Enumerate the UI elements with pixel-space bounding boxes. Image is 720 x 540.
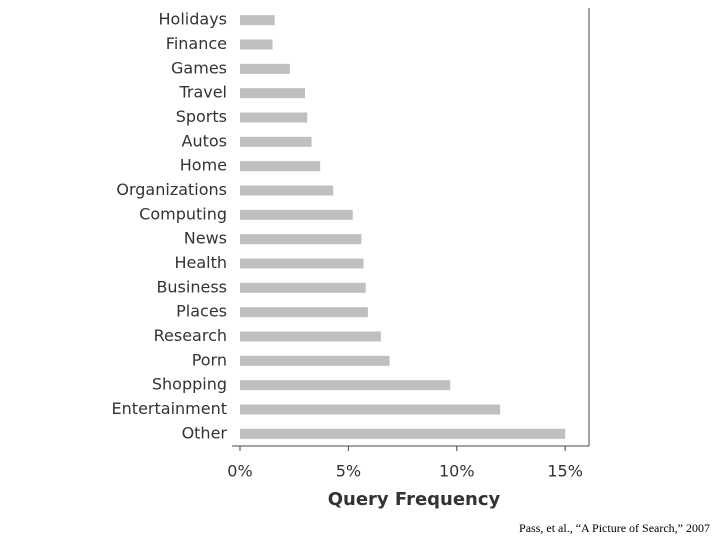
footer: Pass, et al., “A Picture of Search,” 200… — [519, 521, 710, 535]
bar — [240, 63, 290, 74]
bar — [240, 282, 366, 293]
y-tick-label: Porn — [192, 350, 227, 369]
y-tick-label: Home — [180, 156, 227, 175]
bar — [240, 258, 364, 269]
bar — [240, 15, 275, 26]
y-tick-label: Games — [171, 58, 227, 77]
bar — [240, 185, 334, 196]
x-tick-label: 10% — [439, 462, 475, 481]
bar — [240, 136, 312, 147]
y-tick-label: Finance — [166, 34, 227, 53]
y-tick-label: Health — [174, 253, 227, 272]
y-tick-label: Research — [154, 326, 227, 345]
x-tick-label: 5% — [336, 462, 361, 481]
y-tick-label: Entertainment — [112, 399, 227, 418]
bar — [240, 380, 451, 391]
y-tick-label: News — [184, 229, 227, 248]
x-axis-label: Query Frequency — [328, 489, 501, 510]
y-tick-label: Shopping — [152, 375, 227, 394]
y-tick-label: Sports — [176, 107, 227, 126]
x-tick-label: 15% — [547, 462, 583, 481]
y-tick-label: Organizations — [116, 180, 227, 199]
x-tick-label: 0% — [227, 462, 252, 481]
y-tick-label: Business — [156, 277, 227, 296]
y-tick-label: Computing — [139, 204, 227, 223]
bar — [240, 404, 501, 415]
bar — [240, 234, 362, 245]
y-tick-label: Holidays — [159, 10, 227, 29]
bar — [240, 88, 306, 99]
bar — [240, 161, 321, 172]
bar — [240, 428, 566, 439]
bar — [240, 39, 273, 50]
bar — [240, 209, 353, 220]
bar — [240, 112, 308, 123]
bar — [240, 355, 390, 366]
y-tick-label: Other — [182, 423, 228, 442]
y-tick-label: Travel — [178, 83, 227, 102]
y-tick-label: Places — [176, 302, 227, 321]
bar — [240, 307, 368, 318]
y-tick-label: Autos — [182, 131, 227, 150]
bar — [240, 331, 381, 342]
